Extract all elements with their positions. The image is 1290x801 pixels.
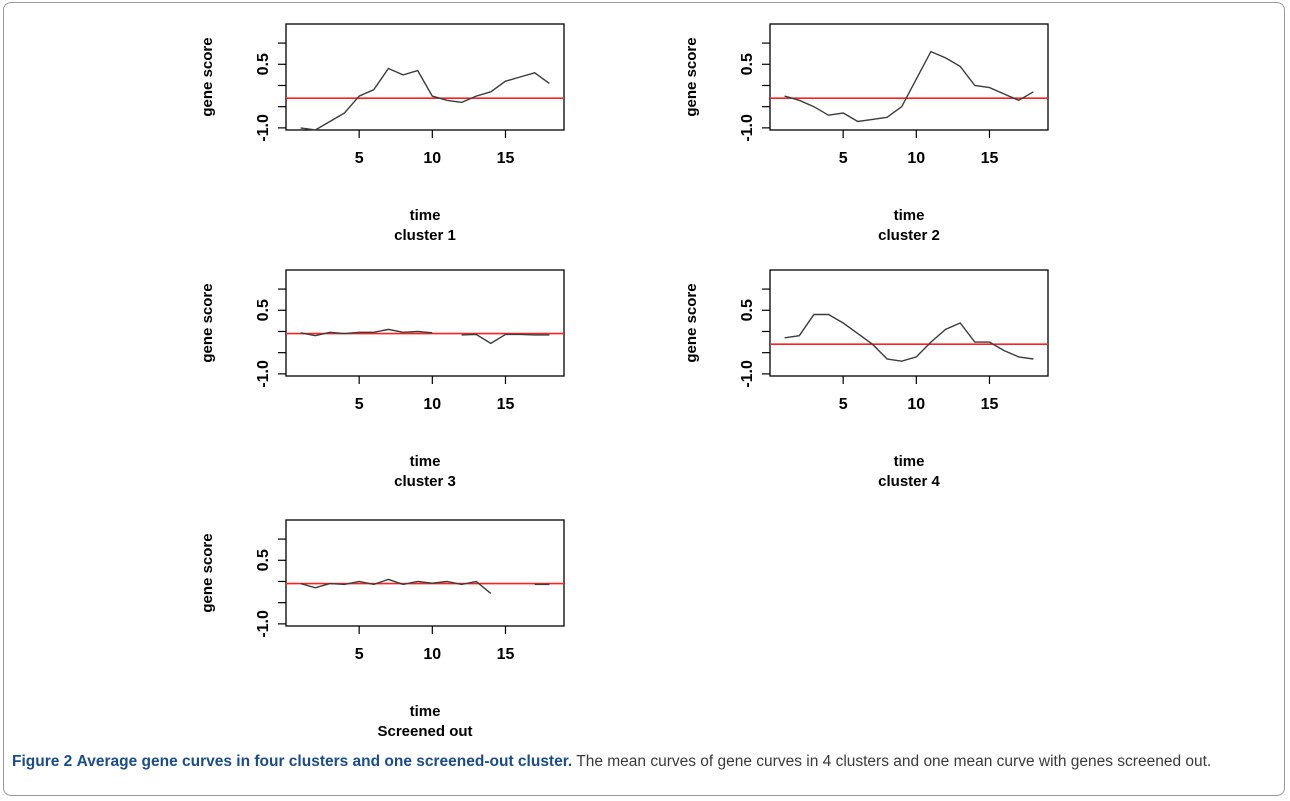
plot-frame — [285, 519, 565, 627]
panel-title: cluster 1 — [394, 227, 456, 244]
x-tick-label: 5 — [355, 646, 364, 663]
panel-5: -1.0 0.5 5 10 15 gene score time Screened out — [199, 519, 565, 740]
y-tick-label: 0.5 — [255, 53, 272, 75]
plot-frame — [285, 269, 565, 377]
y-tick-label: -1.0 — [255, 610, 272, 638]
x-tick-label: 10 — [907, 150, 925, 167]
plot-frame — [285, 23, 565, 131]
x-axis-label: time — [894, 453, 925, 470]
y-axis-label: gene score — [199, 283, 216, 362]
series-line — [784, 313, 1034, 362]
series-line — [300, 328, 433, 337]
y-tick-label: 0.5 — [255, 549, 272, 571]
y-tick-label: -1.0 — [739, 114, 756, 142]
y-axis-label: gene score — [683, 37, 700, 116]
x-tick-label: 5 — [355, 150, 364, 167]
caption-text: The mean curves of gene curves in 4 clus… — [576, 753, 1212, 770]
x-tick-label: 5 — [355, 396, 364, 413]
y-axis-label: gene score — [199, 533, 216, 612]
plot-frame — [769, 269, 1049, 377]
series-line — [784, 50, 1034, 123]
panel-2: -1.0 0.5 5 10 15 gene score time cluster 2 — [683, 23, 1049, 244]
y-tick-label: 0.5 — [739, 53, 756, 75]
x-tick-label: 15 — [497, 646, 515, 663]
x-axis-label: time — [894, 207, 925, 224]
x-tick-label: 5 — [839, 396, 848, 413]
panel-title: Screened out — [377, 723, 472, 740]
x-axis-label: time — [410, 207, 441, 224]
panel-3: -1.0 0.5 5 10 15 gene score time cluster 3 — [199, 269, 565, 490]
y-tick-label: 0.5 — [739, 299, 756, 321]
panel-title: cluster 3 — [394, 473, 456, 490]
panel-title: cluster 2 — [878, 227, 940, 244]
x-tick-label: 15 — [981, 150, 999, 167]
panel-4: -1.0 0.5 5 10 15 gene score time cluster 4 — [683, 269, 1049, 490]
caption-title: Average gene curves in four clusters and… — [76, 753, 573, 770]
x-tick-label: 10 — [423, 646, 441, 663]
series-line — [300, 67, 550, 131]
y-axis-label: gene score — [199, 37, 216, 116]
panel-1: -1.0 0.5 5 10 15 gene score time cluster 1 — [199, 23, 565, 244]
y-tick-label: 0.5 — [255, 299, 272, 321]
y-tick-label: -1.0 — [739, 360, 756, 388]
x-tick-label: 10 — [423, 396, 441, 413]
x-tick-label: 15 — [497, 396, 515, 413]
plot-frame — [769, 23, 1049, 131]
x-tick-label: 10 — [907, 396, 925, 413]
x-axis-label: time — [410, 703, 441, 720]
x-tick-label: 5 — [839, 150, 848, 167]
panel-title: cluster 4 — [878, 473, 940, 490]
figure-panels: -1.0 0.5 5 10 15 gene score time cluster 1 -1.0 0… — [199, 23, 1049, 740]
x-axis-label: time — [410, 453, 441, 470]
y-tick-label: -1.0 — [255, 114, 272, 142]
series-line — [461, 333, 550, 345]
x-tick-label: 15 — [981, 396, 999, 413]
y-tick-label: -1.0 — [255, 360, 272, 388]
x-tick-label: 15 — [497, 150, 515, 167]
caption-label: Figure 2 — [12, 753, 73, 770]
figure-frame — [3, 2, 1285, 796]
y-axis-label: gene score — [683, 283, 700, 362]
x-tick-label: 10 — [423, 150, 441, 167]
series-line — [300, 578, 492, 594]
figure-caption: Figure 2 Average gene curves in four clu… — [12, 751, 1267, 773]
